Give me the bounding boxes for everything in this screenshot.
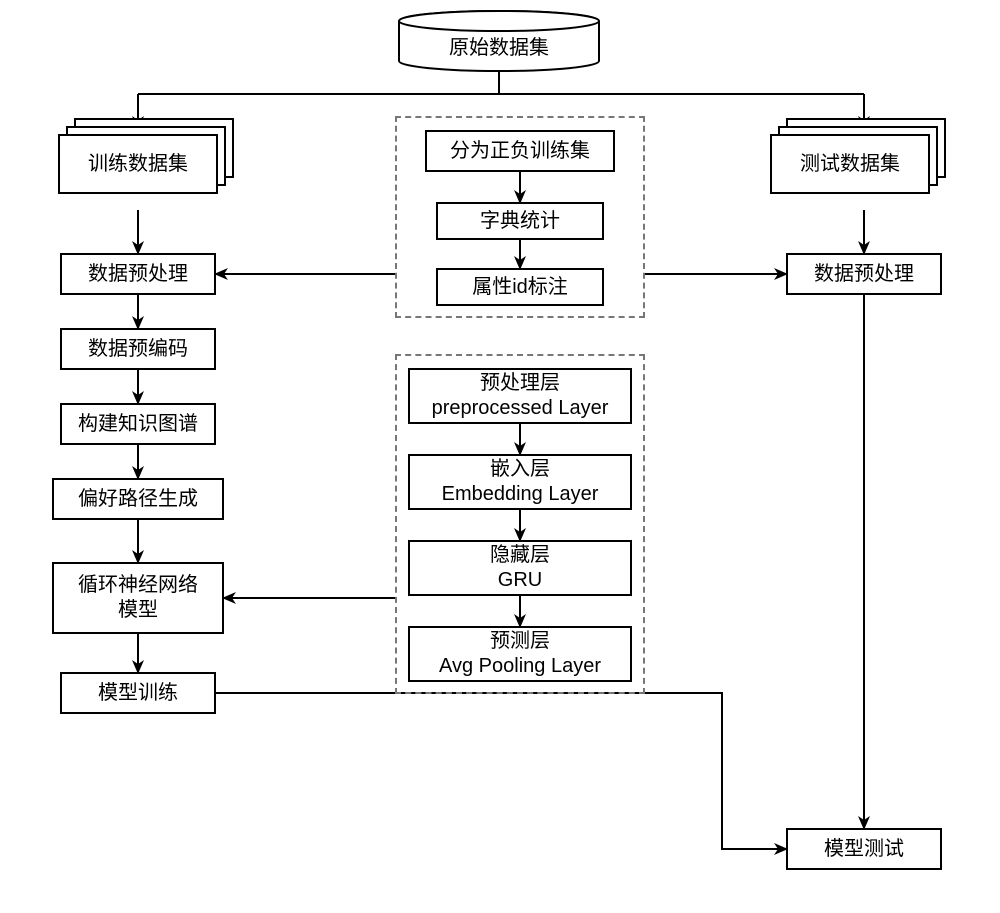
dict-stat: 字典统计	[436, 202, 604, 240]
layer-pool: 预测层 Avg Pooling Layer	[408, 626, 632, 682]
preencode: 数据预编码	[60, 328, 216, 370]
model-test: 模型测试	[786, 828, 942, 870]
rnn-model: 循环神经网络 模型	[52, 562, 224, 634]
preproc-right: 数据预处理	[786, 253, 942, 295]
layer-embed: 嵌入层 Embedding Layer	[408, 454, 632, 510]
model-train: 模型训练	[60, 672, 216, 714]
layer-preproc: 预处理层 preprocessed Layer	[408, 368, 632, 424]
pref-path: 偏好路径生成	[52, 478, 224, 520]
layer-gru: 隐藏层 GRU	[408, 540, 632, 596]
attr-id: 属性id标注	[436, 268, 604, 306]
preproc-left: 数据预处理	[60, 253, 216, 295]
edge	[216, 693, 786, 849]
build-kg: 构建知识图谱	[60, 403, 216, 445]
cylinder-label: 原始数据集	[399, 25, 599, 65]
test-data: 测试数据集	[770, 134, 930, 194]
split-posneg: 分为正负训练集	[425, 130, 615, 172]
train-data: 训练数据集	[58, 134, 218, 194]
